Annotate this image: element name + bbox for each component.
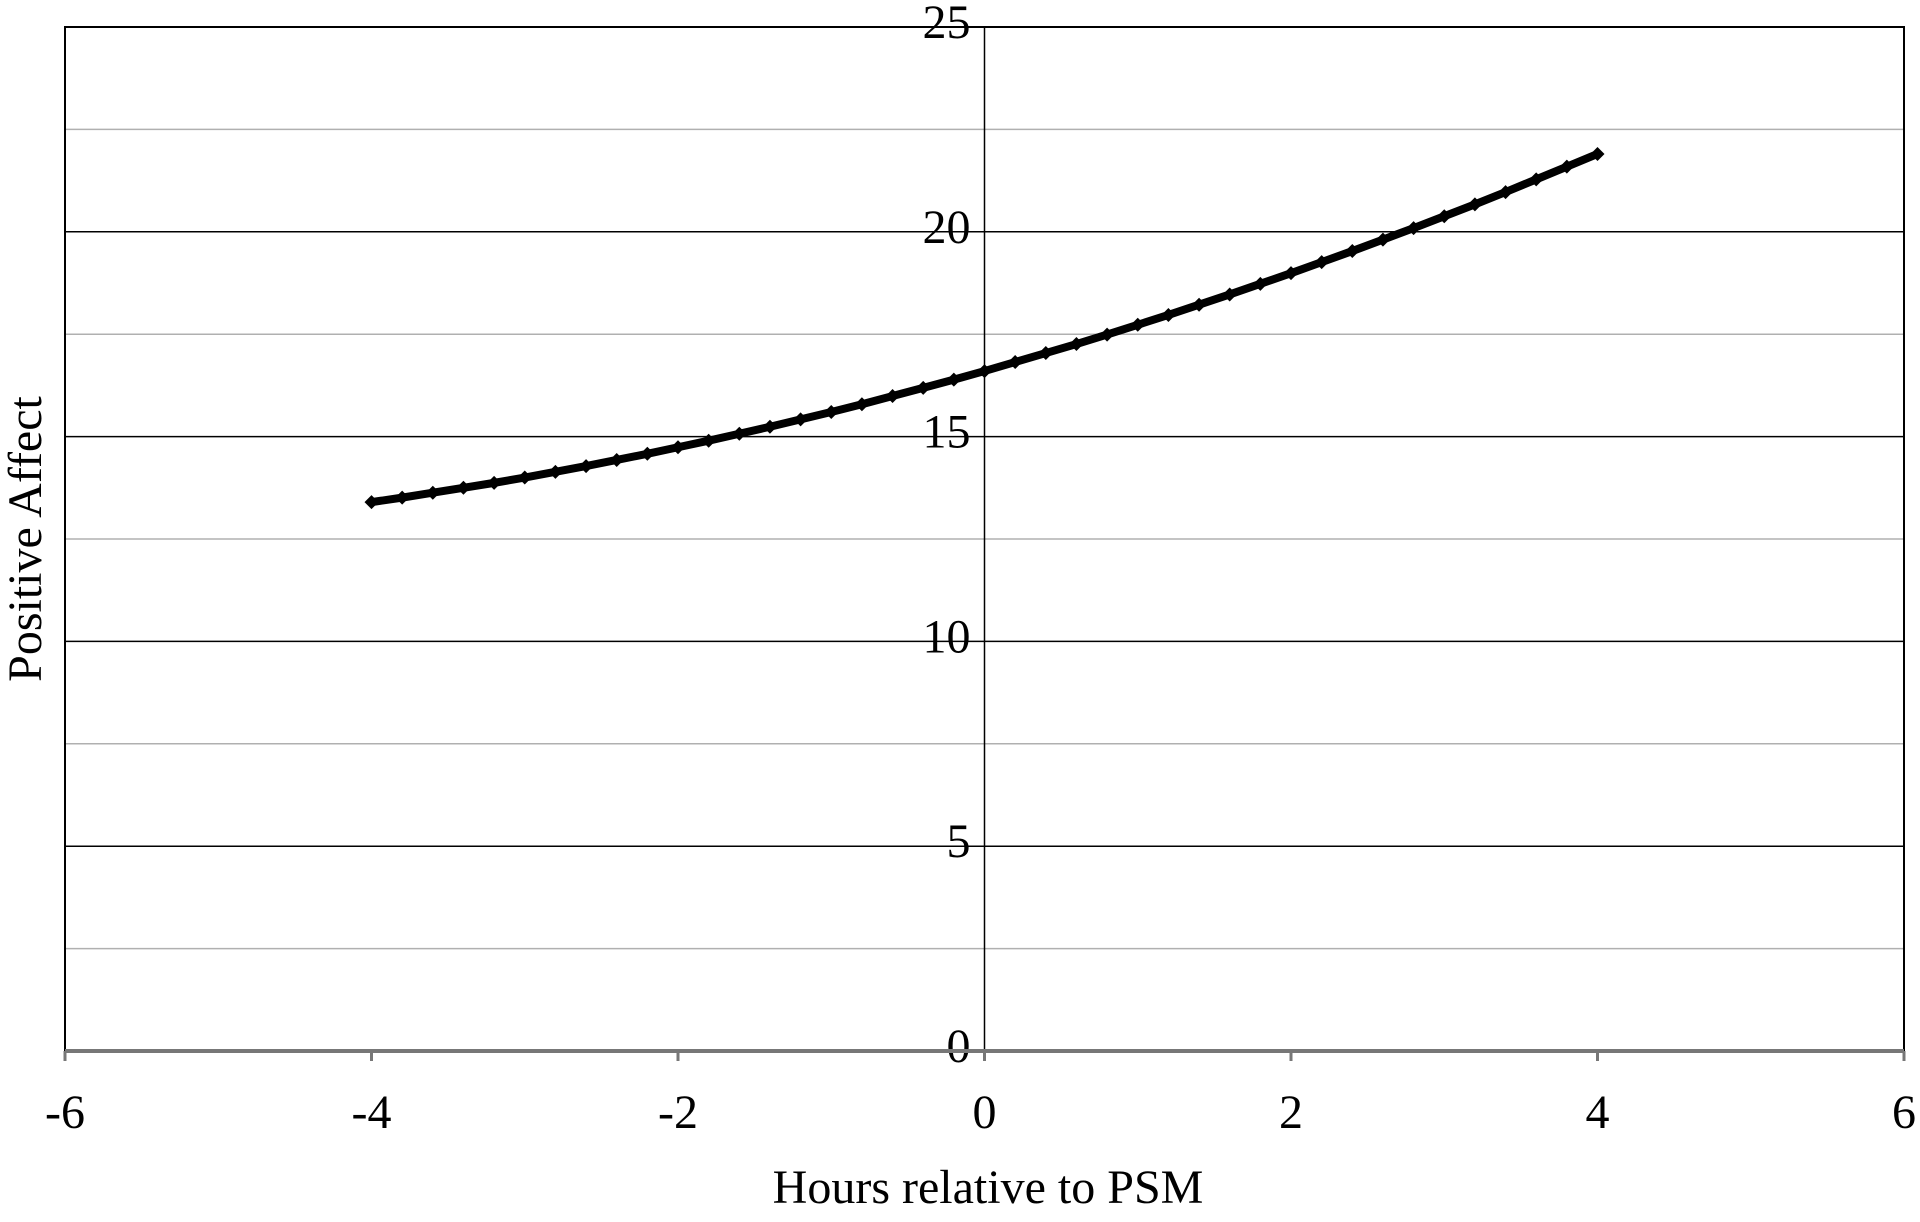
point-marker	[517, 470, 532, 485]
point-marker	[1222, 287, 1237, 302]
y-tick-label: 0	[947, 1020, 971, 1073]
point-marker	[885, 389, 900, 404]
point-marker	[1437, 209, 1452, 224]
point-marker	[1529, 172, 1544, 187]
x-tick-label: 2	[1279, 1086, 1303, 1139]
point-marker	[1069, 337, 1084, 352]
point-marker	[824, 405, 839, 420]
point-marker	[1559, 159, 1574, 174]
point-marker	[1590, 146, 1605, 161]
x-tick-label: 6	[1892, 1086, 1916, 1139]
point-marker	[425, 485, 440, 500]
point-marker	[1314, 255, 1329, 270]
point-marker	[1100, 327, 1115, 342]
point-marker	[977, 364, 992, 379]
point-marker	[1406, 221, 1421, 236]
y-tick-label: 10	[923, 610, 971, 663]
x-tick-label: -6	[45, 1086, 85, 1139]
point-marker	[1284, 266, 1298, 281]
y-tick-label: 25	[923, 0, 971, 49]
point-marker	[671, 440, 685, 455]
point-marker	[854, 397, 869, 412]
point-marker	[793, 412, 808, 427]
x-tick-label: -2	[658, 1086, 698, 1139]
y-axis-label: Positive Affect	[0, 395, 52, 681]
point-marker	[1253, 276, 1268, 291]
point-marker	[548, 464, 563, 479]
point-marker	[456, 480, 471, 495]
point-marker	[1008, 355, 1023, 370]
y-tick-label: 5	[947, 815, 971, 868]
point-marker	[916, 380, 931, 395]
point-marker	[1192, 297, 1207, 312]
point-marker	[1345, 244, 1360, 259]
x-tick-label: -4	[352, 1086, 392, 1139]
x-axis-label: Hours relative to PSM	[773, 1161, 1204, 1214]
point-marker	[364, 495, 379, 510]
point-marker	[640, 446, 655, 461]
point-marker	[1130, 317, 1145, 332]
point-marker	[395, 490, 410, 505]
y-tick-label: 15	[923, 406, 971, 459]
point-marker	[1161, 307, 1176, 322]
point-marker	[732, 426, 747, 441]
point-marker	[1498, 185, 1513, 200]
point-marker	[609, 452, 624, 467]
point-marker	[1038, 346, 1053, 361]
point-marker	[1467, 197, 1482, 212]
point-marker	[762, 419, 777, 434]
point-marker	[579, 459, 594, 474]
x-tick-label: 4	[1586, 1086, 1610, 1139]
y-tick-label: 20	[923, 201, 971, 254]
point-marker	[1375, 232, 1390, 247]
x-tick-label: 0	[973, 1086, 997, 1139]
point-marker	[701, 433, 716, 448]
point-marker	[487, 475, 502, 490]
point-marker	[946, 372, 961, 387]
